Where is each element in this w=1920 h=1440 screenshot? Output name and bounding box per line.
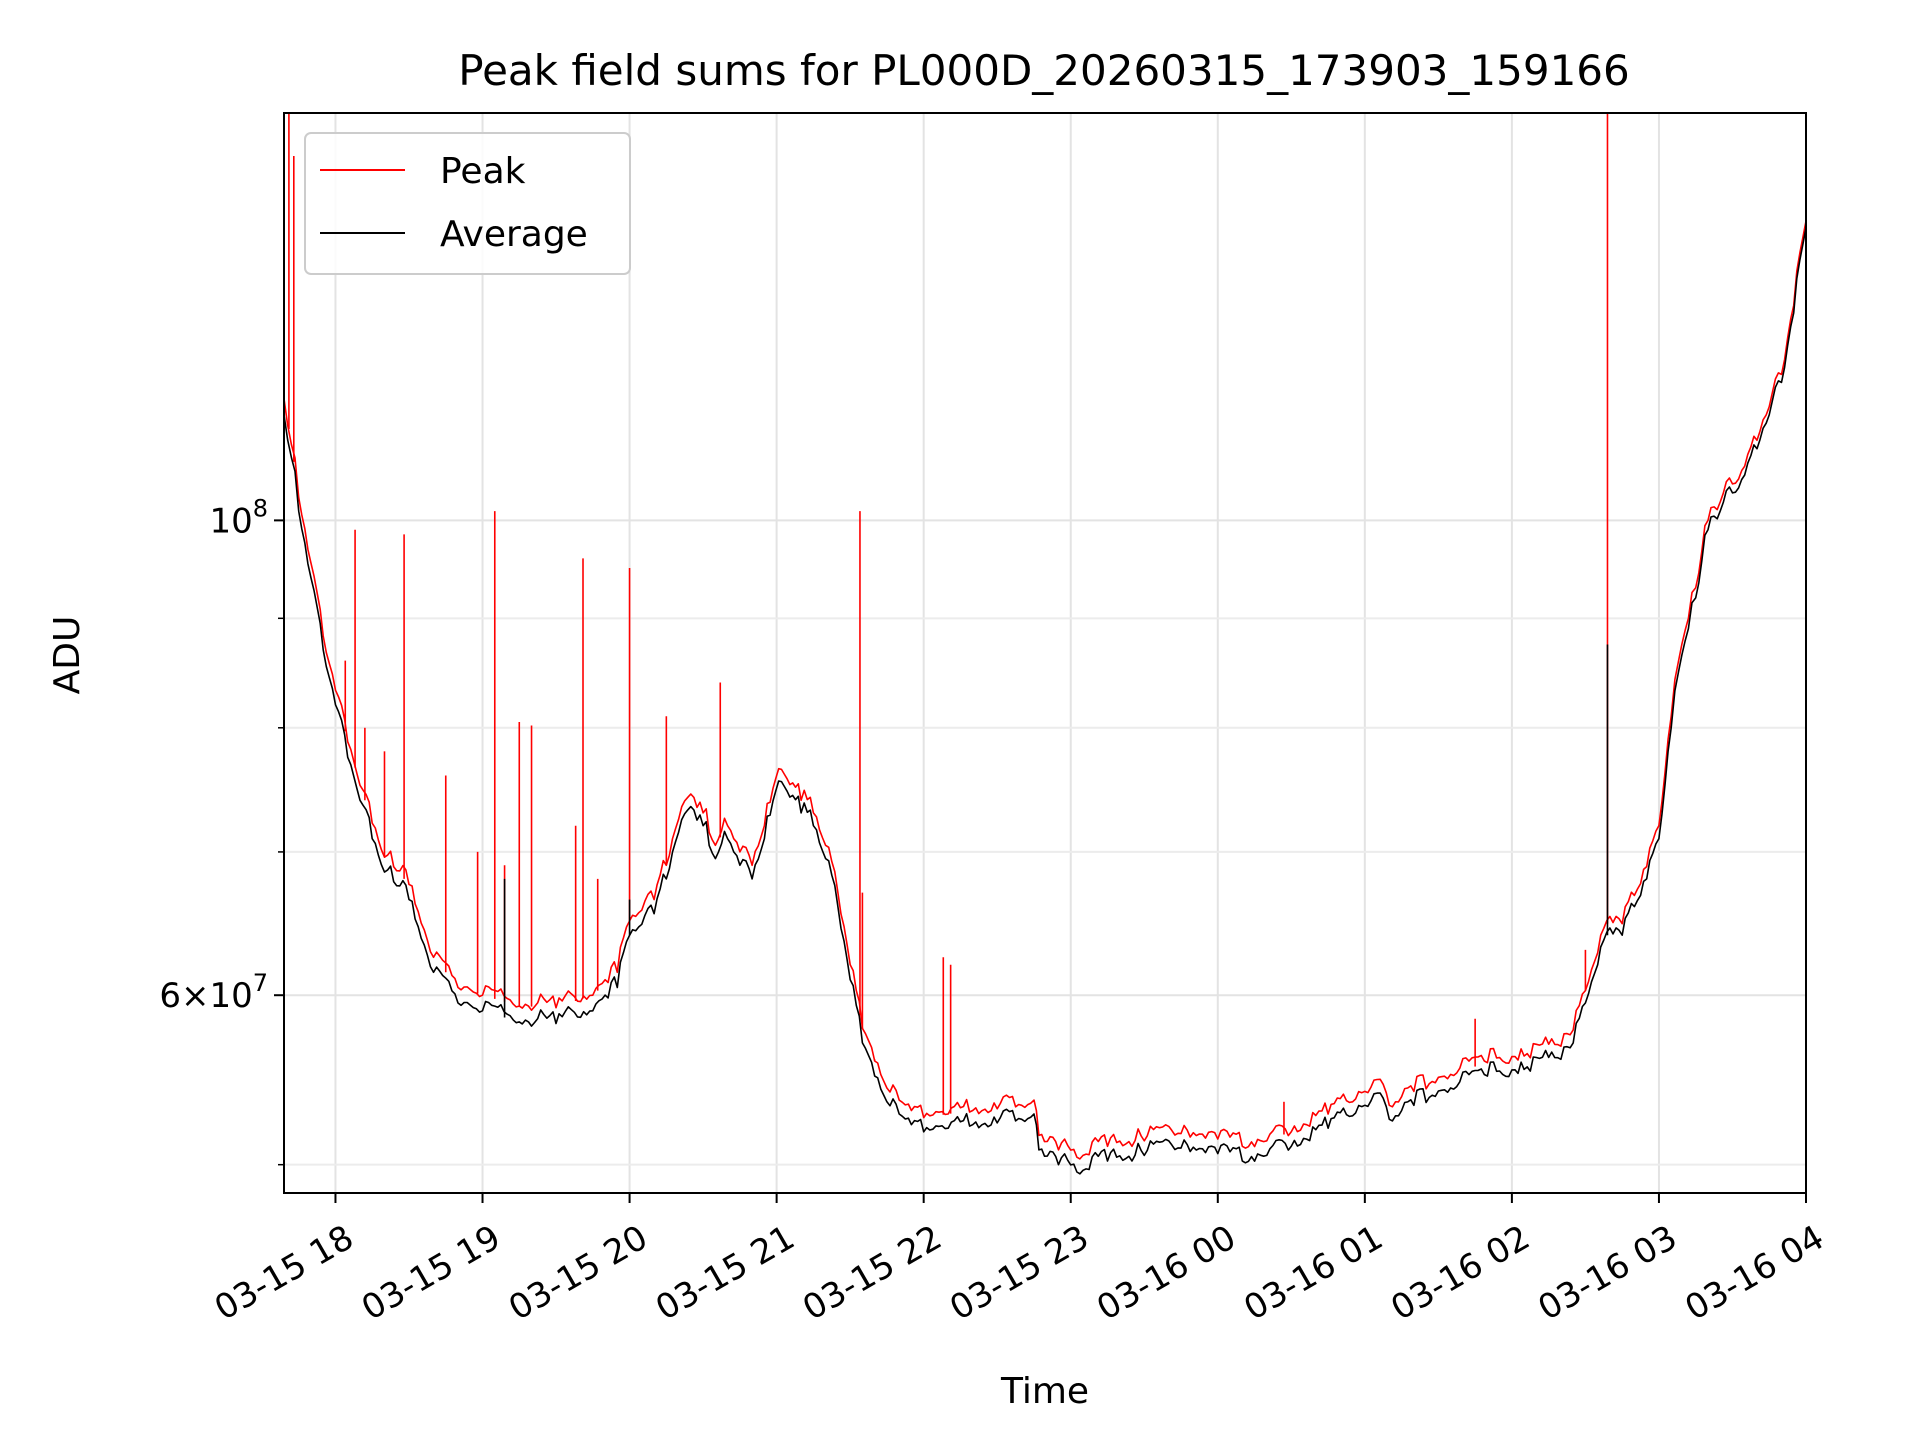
y-axis: 6×107 108 — [159, 494, 284, 1166]
legend-box — [304, 132, 631, 275]
chart-title: Peak field sums for PL000D_20260315_1739… — [458, 46, 1629, 95]
y-tick-label: 108 — [209, 494, 268, 541]
spike-layer — [288, 113, 1609, 1135]
series-line-average — [283, 227, 1807, 1175]
y-tick-label: 6×107 — [159, 969, 268, 1016]
legend-label-average: Average — [440, 214, 588, 255]
legend: Peak Average — [304, 132, 631, 275]
legend-label-peak: Peak — [440, 151, 526, 192]
y-axis-title: ADU — [47, 616, 88, 695]
x-axis-title: Time — [1000, 1371, 1089, 1412]
series-line-peak — [283, 220, 1807, 1160]
series-layer — [283, 220, 1807, 1175]
plot-frame — [283, 112, 1807, 1194]
